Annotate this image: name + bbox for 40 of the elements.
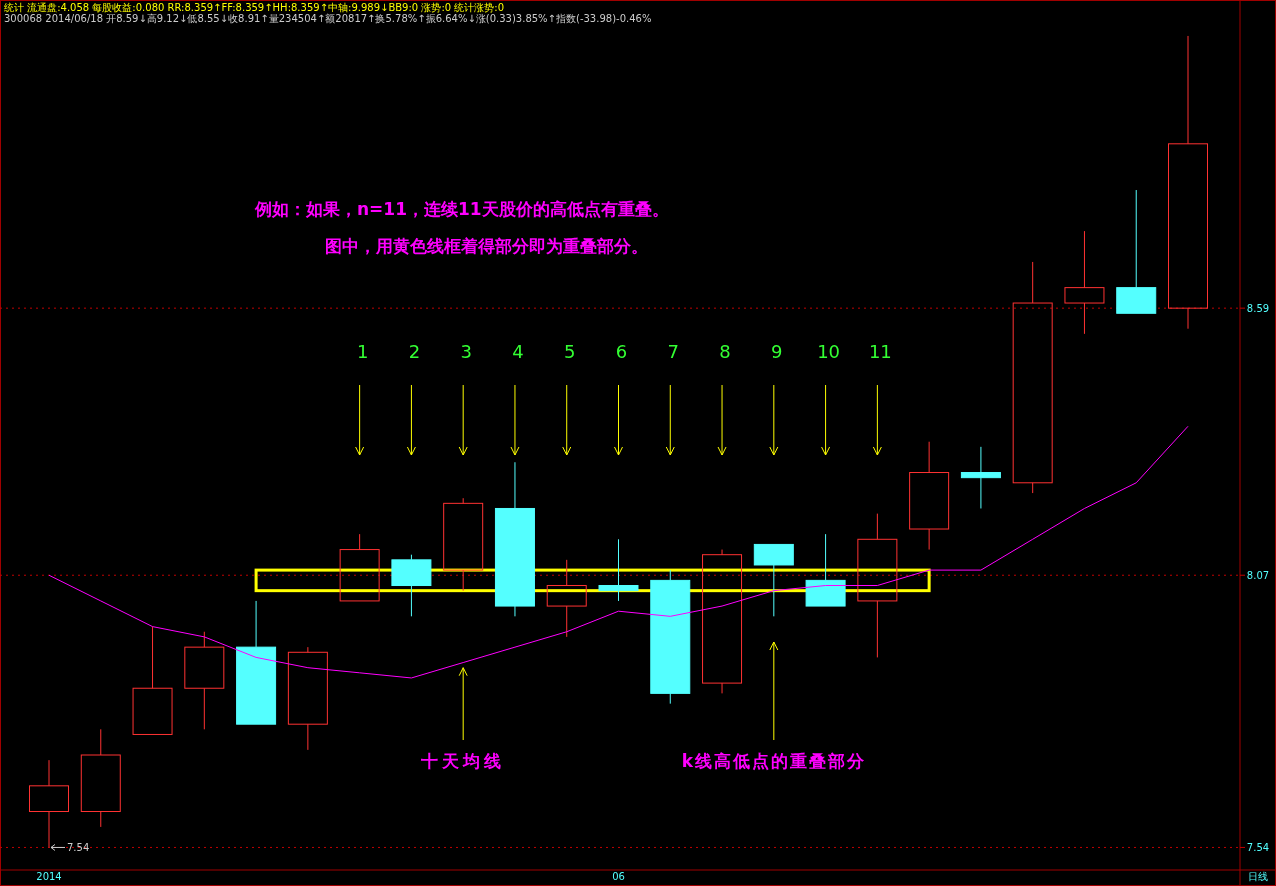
annotation: 2	[408, 341, 421, 362]
candlestick	[960, 446, 1001, 509]
y-tick-label: 8.59	[1246, 302, 1270, 314]
candlestick	[546, 559, 587, 638]
candlestick	[29, 759, 69, 848]
candlestick	[702, 549, 743, 694]
annotation: 8	[719, 341, 731, 362]
candlestick	[1064, 230, 1105, 335]
annotation: 11	[868, 341, 892, 362]
candlestick	[650, 569, 691, 705]
annotation: 4	[512, 341, 524, 362]
annotation: 10	[817, 341, 841, 362]
y-tick-label: 8.07	[1246, 569, 1270, 581]
candlestick	[598, 538, 639, 602]
line-series	[48, 425, 1189, 679]
annotation: 300068 2014/06/18 开8.59↓高9.12↓低8.55↓收8.91↑量234504↑额20817↑换5.78%↑振6.64%↓涨(0.33)3.85%↑指数(-33.98)-0.46%	[4, 13, 652, 24]
annotation: k线高低点的重叠部分	[681, 751, 866, 771]
annotation: 7.54	[67, 841, 90, 853]
annotation: 6	[615, 341, 628, 362]
x-tick-label: 2014	[36, 871, 62, 882]
annotation: 7	[667, 341, 679, 362]
candlestick	[857, 513, 898, 658]
candlestick	[1168, 35, 1208, 330]
x-tick-label: 06	[612, 871, 625, 882]
candlestick	[494, 461, 535, 617]
candlestick	[909, 441, 950, 551]
text: 例如：如果，n=11，连续11天股价的高低点有重叠。	[254, 199, 669, 219]
candlestick	[443, 497, 484, 592]
text: 日线	[1248, 871, 1268, 882]
y-tick-label: 7.54	[1246, 841, 1270, 853]
annotation: 5	[564, 341, 576, 362]
text: 图中，用黄色线框着得部分即为重叠部分。	[325, 236, 648, 256]
annotation: 3	[460, 341, 472, 362]
annotation: 1	[356, 341, 369, 362]
candlestick	[80, 728, 121, 828]
annotation: 9	[771, 341, 783, 362]
annotation: 统计 流通盘:4.058 每股收益:0.080 RR:8.359↑FF:8.359↑HH:8.359↑中轴:9.989↓BB9:0 涨势:0 统计涨势:0	[4, 2, 505, 13]
annotation: 十天均线	[420, 751, 506, 771]
candlestick	[1012, 261, 1053, 494]
candlestick	[287, 646, 328, 751]
